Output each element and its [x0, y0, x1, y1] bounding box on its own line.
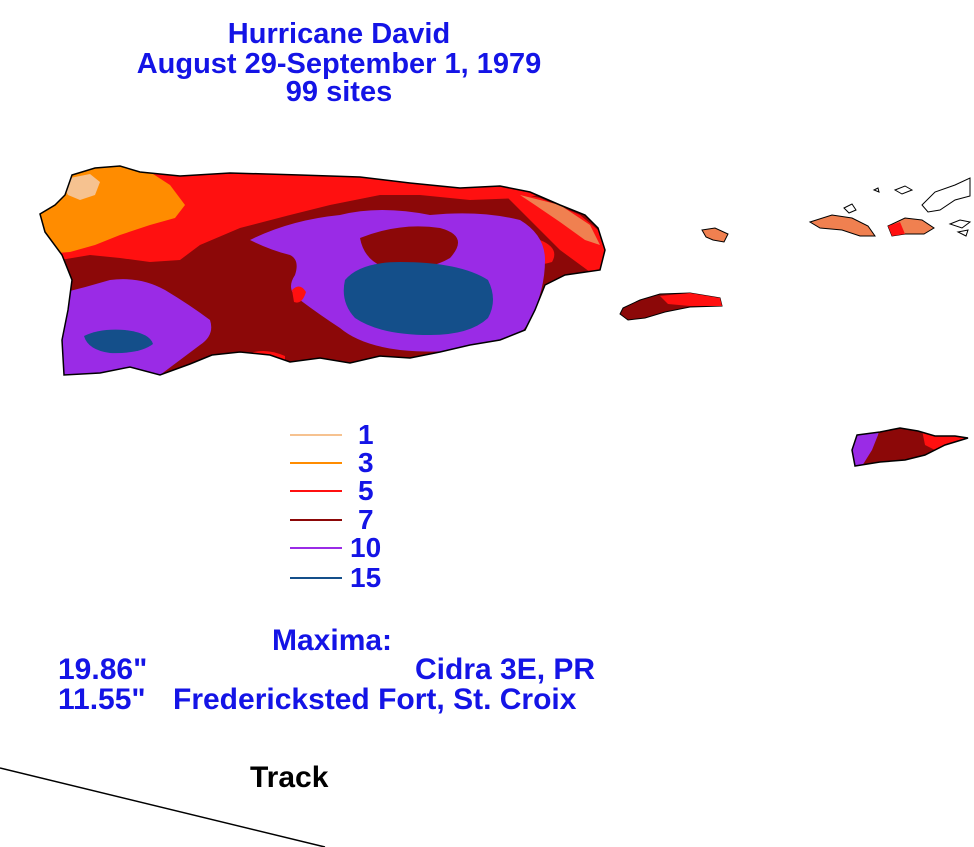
puerto-rico-island — [39, 165, 606, 376]
legend-swatch — [290, 577, 342, 579]
vieques-zone-5 — [660, 293, 722, 306]
legend-swatch — [290, 519, 342, 521]
legend-label: 7 — [358, 504, 374, 535]
map-date-range: August 29-September 1, 1979 — [136, 48, 542, 80]
bvi-islet-2 — [956, 229, 969, 237]
legend-label: 1 — [358, 419, 374, 450]
st-thomas-island — [808, 214, 876, 237]
tortola-island — [921, 177, 971, 213]
maxima-value-2: 11.55" — [58, 683, 146, 716]
culebra-island — [701, 227, 729, 243]
rain-zone-15-central — [343, 262, 493, 335]
st-john-zone-5 — [888, 222, 905, 236]
rain-zone-5-spot — [292, 286, 306, 303]
legend-item: 1 — [290, 421, 410, 449]
legend-label: 10 — [350, 532, 382, 563]
legend-item: 15 — [290, 564, 410, 592]
st-croix-zone-5 — [920, 428, 968, 450]
legend-swatch — [290, 434, 342, 436]
rain-zone-5-east — [500, 190, 605, 275]
jost-van-dyke-island — [893, 185, 914, 195]
legend-swatch — [290, 490, 342, 492]
map-site-count: 99 sites — [285, 76, 393, 108]
legend-item: 3 — [290, 449, 410, 477]
maxima-site-1: Cidra 3E, PR — [415, 653, 596, 686]
maxima-value-1: 19.86" — [58, 653, 148, 686]
hurricane-track-line — [0, 767, 326, 847]
legend-swatch — [290, 462, 342, 464]
legend-label: 3 — [358, 447, 374, 478]
legend-item: 10 — [290, 534, 410, 562]
legend-label: 15 — [350, 562, 382, 593]
rain-zone-15-west — [84, 329, 153, 354]
small-cay — [843, 203, 857, 214]
maxima-heading: Maxima: — [272, 624, 393, 657]
rain-zone-7-inner — [360, 226, 458, 270]
virgin-gorda-island — [948, 219, 972, 229]
st-croix-island — [851, 427, 969, 467]
track-label: Track — [250, 761, 329, 794]
rain-zone-3-east — [520, 195, 600, 245]
legend-label: 5 — [358, 475, 374, 506]
legend-swatch — [290, 547, 342, 549]
bvi-islet — [872, 187, 880, 193]
map-title: Hurricane David — [227, 18, 451, 50]
legend-item: 5 — [290, 477, 410, 505]
legend-item: 7 — [290, 506, 410, 534]
maxima-site-2: Fredericksted Fort, St. Croix — [173, 683, 577, 716]
